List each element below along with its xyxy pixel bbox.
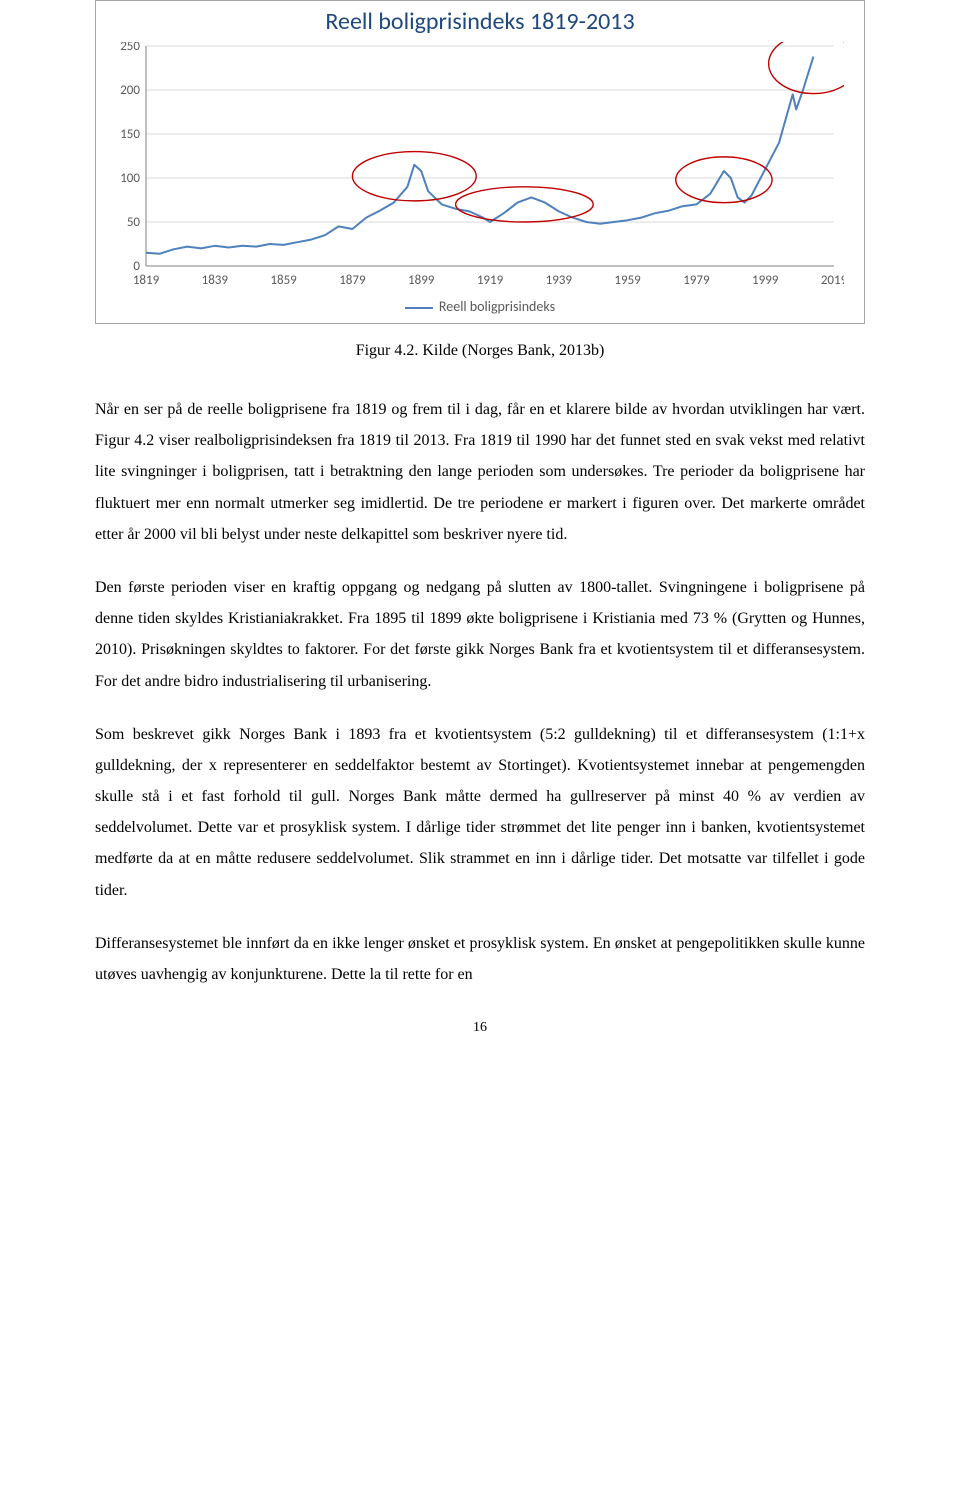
svg-text:1819: 1819 — [133, 273, 160, 288]
svg-text:100: 100 — [120, 171, 140, 186]
svg-text:0: 0 — [133, 259, 140, 274]
chart-frame: Reell boligprisindeks 1819-2013 0 50 100 15… — [95, 0, 865, 324]
line-chart-svg: 0 50 100 150 200 250 1819 1839 1859 1879 1899 1919 1… — [104, 42, 844, 292]
svg-text:1959: 1959 — [614, 273, 641, 288]
paragraph-1: Når en ser på de reelle boligprisene fra… — [95, 394, 865, 550]
svg-text:1899: 1899 — [408, 273, 435, 288]
figure-caption: Figur 4.2. Kilde (Norges Bank, 2013b) — [95, 342, 865, 360]
svg-text:1999: 1999 — [752, 273, 779, 288]
svg-text:1979: 1979 — [683, 273, 710, 288]
svg-text:1879: 1879 — [339, 273, 366, 288]
chart-body: 0 50 100 150 200 250 1819 1839 1859 1879 1899 1919 1… — [104, 42, 856, 292]
chart-title: Reell boligprisindeks 1819-2013 — [104, 7, 856, 36]
legend-label: Reell boligprisindeks — [439, 298, 555, 315]
svg-text:200: 200 — [120, 83, 140, 98]
svg-text:250: 250 — [120, 42, 140, 54]
paragraph-4: Differansesystemet ble innført da en ikk… — [95, 928, 865, 990]
svg-text:150: 150 — [120, 127, 140, 142]
chart-legend: Reell boligprisindeks — [104, 298, 856, 315]
paragraph-3: Som beskrevet gikk Norges Bank i 1893 fr… — [95, 719, 865, 906]
svg-text:1839: 1839 — [202, 273, 229, 288]
svg-text:2019: 2019 — [821, 273, 844, 288]
svg-text:1939: 1939 — [546, 273, 573, 288]
svg-text:1919: 1919 — [477, 273, 504, 288]
page-number: 16 — [95, 1020, 865, 1036]
legend-swatch — [405, 307, 433, 309]
svg-text:50: 50 — [127, 215, 141, 230]
page-container: Reell boligprisindeks 1819-2013 0 50 100 15… — [0, 0, 960, 1076]
paragraph-2: Den første perioden viser en kraftig opp… — [95, 572, 865, 697]
svg-text:1859: 1859 — [270, 273, 297, 288]
